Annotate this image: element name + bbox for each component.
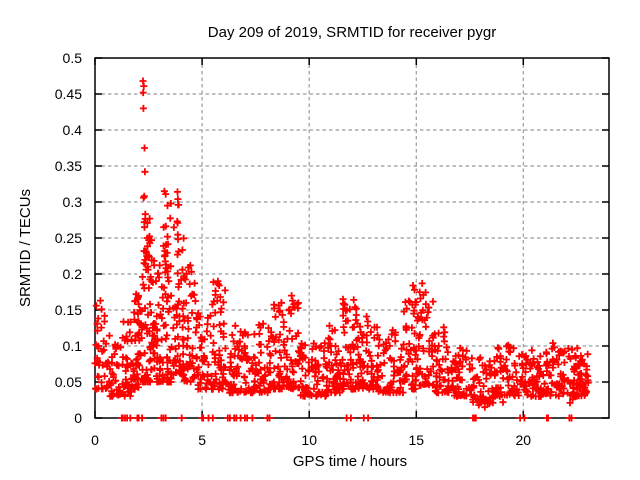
scatter-points xyxy=(91,77,592,422)
y-tick-labels: 0 0.05 0.1 0.15 0.2 0.25 0.3 0.35 0.4 0.45 0.5 xyxy=(55,50,82,426)
svg-text:10: 10 xyxy=(301,432,317,448)
svg-text:5: 5 xyxy=(198,432,206,448)
chart-title: Day 209 of 2019, SRMTID for receiver pyg… xyxy=(208,24,496,41)
svg-text:0.15: 0.15 xyxy=(55,302,82,318)
svg-text:20: 20 xyxy=(516,432,532,448)
svg-text:0.05: 0.05 xyxy=(55,374,82,390)
svg-text:0.35: 0.35 xyxy=(55,158,82,174)
x-tick-labels: 0 5 10 15 20 xyxy=(91,432,531,448)
svg-text:0.2: 0.2 xyxy=(63,266,83,282)
svg-text:0: 0 xyxy=(91,432,99,448)
svg-text:0.4: 0.4 xyxy=(63,122,83,138)
svg-text:0.5: 0.5 xyxy=(63,50,83,66)
svg-text:0: 0 xyxy=(74,410,82,426)
y-axis-label: SRMTID / TECUs xyxy=(17,189,34,307)
x-axis-label: GPS time / hours xyxy=(293,453,407,470)
svg-text:0.25: 0.25 xyxy=(55,230,82,246)
svg-text:0.1: 0.1 xyxy=(63,338,83,354)
svg-text:15: 15 xyxy=(409,432,425,448)
svg-text:0.45: 0.45 xyxy=(55,86,82,102)
svg-text:0.3: 0.3 xyxy=(63,194,83,210)
